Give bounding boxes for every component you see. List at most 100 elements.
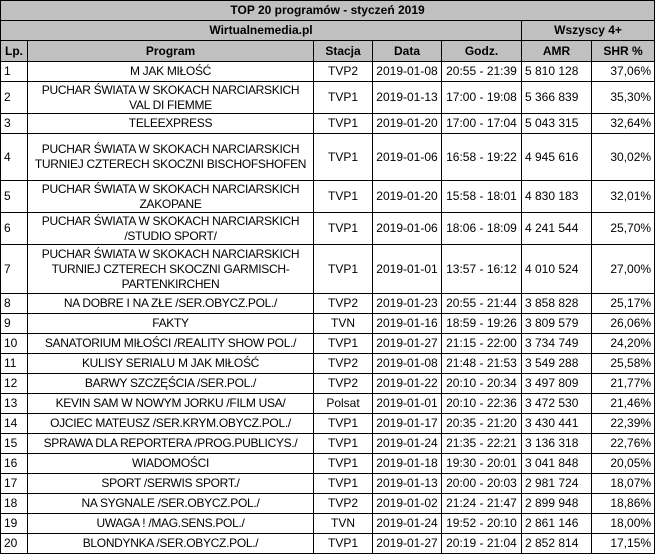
lp-cell: 3: [0, 113, 28, 134]
program-cell: TELEEXPRESS: [27, 113, 314, 134]
program-cell: M JAK MIŁOŚĆ: [27, 61, 314, 82]
amr-cell: 3 472 530: [521, 393, 592, 414]
lp-cell: 8: [0, 293, 28, 314]
date-cell: 2019-01-08: [372, 61, 442, 82]
program-line: BLONDYNKA /SER.OBYCZ.POL./: [82, 536, 259, 550]
table-row: 11 KULISY SERIALU M JAK MIŁOŚĆ TVP2 2019-01…: [0, 353, 655, 374]
table-row: 20 BLONDYNKA /SER.OBYCZ.POL./ TVP1 2019-01-…: [0, 533, 655, 554]
time-cell: 20:35 - 21:20: [441, 413, 522, 434]
program-line: KULISY SERIALU M JAK MIŁOŚĆ: [81, 356, 260, 370]
shr-cell: 35,30%: [590, 81, 655, 114]
program-line: PUCHAR ŚWIATA W SKOKACH NARCIARSKICH: [41, 213, 300, 228]
time-cell: 20:19 - 21:04: [441, 533, 522, 554]
station-cell: TVP2: [313, 353, 373, 374]
time-cell: 16:58 - 19:22: [441, 133, 522, 181]
col-header-station: Stacja: [313, 40, 373, 62]
station-cell: TVP1: [313, 433, 373, 454]
amr-cell: 4 010 524: [521, 244, 592, 294]
time-cell: 20:10 - 20:34: [441, 373, 522, 394]
table-row: 5 PUCHAR ŚWIATA W SKOKACH NARCIARSKICH ZAK…: [0, 180, 655, 213]
amr-cell: 2 861 146: [521, 513, 592, 534]
station-cell: TVP1: [313, 453, 373, 474]
station-cell: TVP1: [313, 81, 373, 114]
station-cell: TVP1: [313, 333, 373, 354]
program-cell: PUCHAR ŚWIATA W SKOKACH NARCIARSKICH TURN…: [27, 244, 314, 294]
lp-cell: 7: [0, 244, 28, 294]
time-cell: 20:10 - 22:36: [441, 393, 522, 414]
program-line: M JAK MIŁOŚĆ: [129, 64, 212, 78]
program-line: UWAGA ! /MAG.SENS.POL./: [96, 516, 245, 530]
station-cell: TVP1: [313, 413, 373, 434]
program-cell: NA DOBRE I NA ZŁE /SER.OBYCZ.POL./: [27, 293, 314, 314]
amr-cell: 3 809 579: [521, 313, 592, 334]
program-line: OJCIEC MATEUSZ /SER.KRYM.OBYCZ.POL./: [50, 416, 291, 430]
program-line: BARWY SZCZĘŚCIA /SER.POL./: [84, 376, 257, 390]
program-line: PARTENKIRCHEN: [121, 276, 220, 291]
shr-cell: 32,01%: [590, 180, 655, 213]
table-row: 13 KEVIN SAM W NOWYM JORKU /FILM USA/Pols…: [0, 393, 655, 414]
program-line: SPORT /SERWIS SPORT./: [101, 476, 240, 490]
program-line: /STUDIO SPORT/: [124, 228, 217, 243]
col-header-amr: AMR: [521, 40, 592, 62]
shr-cell: 18,86%: [590, 493, 655, 514]
station-cell: TVP1: [313, 180, 373, 213]
program-cell: NA SYGNALE /SER.OBYCZ.POL./: [27, 493, 314, 514]
station-cell: TVP1: [313, 533, 373, 554]
amr-cell: 3 858 828: [521, 293, 592, 314]
lp-cell: 10: [0, 333, 28, 354]
date-cell: 2019-01-27: [372, 333, 442, 354]
program-line: PUCHAR ŚWIATA W SKOKACH NARCIARSKICH: [41, 246, 300, 261]
time-cell: 18:59 - 19:26: [441, 313, 522, 334]
table-title: TOP 20 programów - styczeń 2019: [0, 0, 655, 21]
time-cell: 21:48 - 21:53: [441, 353, 522, 374]
table-row: 3 TELEEXPRESS TVP1 2019-01-20 17:00 - 17:04 5…: [0, 113, 655, 134]
amr-cell: 2 899 948: [521, 493, 592, 514]
table-row: 14 OJCIEC MATEUSZ /SER.KRYM.OBYCZ.POL./ TV…: [0, 413, 655, 434]
program-cell: OJCIEC MATEUSZ /SER.KRYM.OBYCZ.POL./: [27, 413, 314, 434]
shr-cell: 25,17%: [590, 293, 655, 314]
shr-cell: 27,00%: [590, 244, 655, 294]
shr-cell: 25,58%: [590, 353, 655, 374]
col-header-date: Data: [372, 40, 442, 62]
amr-cell: 5 810 128: [521, 61, 592, 82]
program-cell: SANATORIUM MIŁOŚCI /REALITY SHOW POL./: [27, 333, 314, 354]
table-row: 6 PUCHAR ŚWIATA W SKOKACH NARCIARSKICH/ST…: [0, 212, 655, 245]
shr-cell: 18,07%: [590, 473, 655, 494]
col-header-program: Program: [27, 40, 314, 62]
amr-cell: 2 852 814: [521, 533, 592, 554]
shr-cell: 18,00%: [590, 513, 655, 534]
amr-cell: 3 549 288: [521, 353, 592, 374]
lp-cell: 19: [0, 513, 28, 534]
station-cell: TVP2: [313, 61, 373, 82]
date-cell: 2019-01-13: [372, 81, 442, 114]
date-cell: 2019-01-02: [372, 493, 442, 514]
program-cell: WIADOMOŚCI: [27, 453, 314, 474]
table-row: 15 SPRAWA DLA REPORTERA /PROG.PUBLICYS./ T…: [0, 433, 655, 454]
lp-cell: 5: [0, 180, 28, 213]
date-cell: 2019-01-23: [372, 293, 442, 314]
shr-cell: 37,06%: [590, 61, 655, 82]
station-cell: TVP1: [313, 473, 373, 494]
shr-cell: 26,06%: [590, 313, 655, 334]
lp-cell: 4: [0, 133, 28, 181]
lp-cell: 20: [0, 533, 28, 554]
time-cell: 21:24 - 21:47: [441, 493, 522, 514]
program-cell: KULISY SERIALU M JAK MIŁOŚĆ: [27, 353, 314, 374]
amr-cell: 2 981 724: [521, 473, 592, 494]
table-row: 17 SPORT /SERWIS SPORT./ TVP1 2019-01-13 20:…: [0, 473, 655, 494]
table-row: 1 M JAK MIŁOŚĆ TVP2 2019-01-08 20:55 - 21:39…: [0, 61, 655, 82]
program-line: SPRAWA DLA REPORTERA /PROG.PUBLICYS./: [43, 436, 298, 450]
date-cell: 2019-01-06: [372, 212, 442, 245]
program-line: TELEEXPRESS: [128, 116, 213, 130]
lp-cell: 14: [0, 413, 28, 434]
amr-cell: 3 497 809: [521, 373, 592, 394]
program-cell: FAKTY: [27, 313, 314, 334]
amr-cell: 4 830 183: [521, 180, 592, 213]
program-cell: PUCHAR ŚWIATA W SKOKACH NARCIARSKICH/STU…: [27, 212, 314, 245]
source-label: Wirtualnemedia.pl: [0, 20, 522, 41]
table-row: 4 PUCHAR ŚWIATA W SKOKACH NARCIARSKICH TUR…: [0, 133, 655, 181]
table-row: 7 PUCHAR ŚWIATA W SKOKACH NARCIARSKICH TUR…: [0, 244, 655, 294]
program-cell: BARWY SZCZĘŚCIA /SER.POL./: [27, 373, 314, 394]
shr-cell: 20,05%: [590, 453, 655, 474]
